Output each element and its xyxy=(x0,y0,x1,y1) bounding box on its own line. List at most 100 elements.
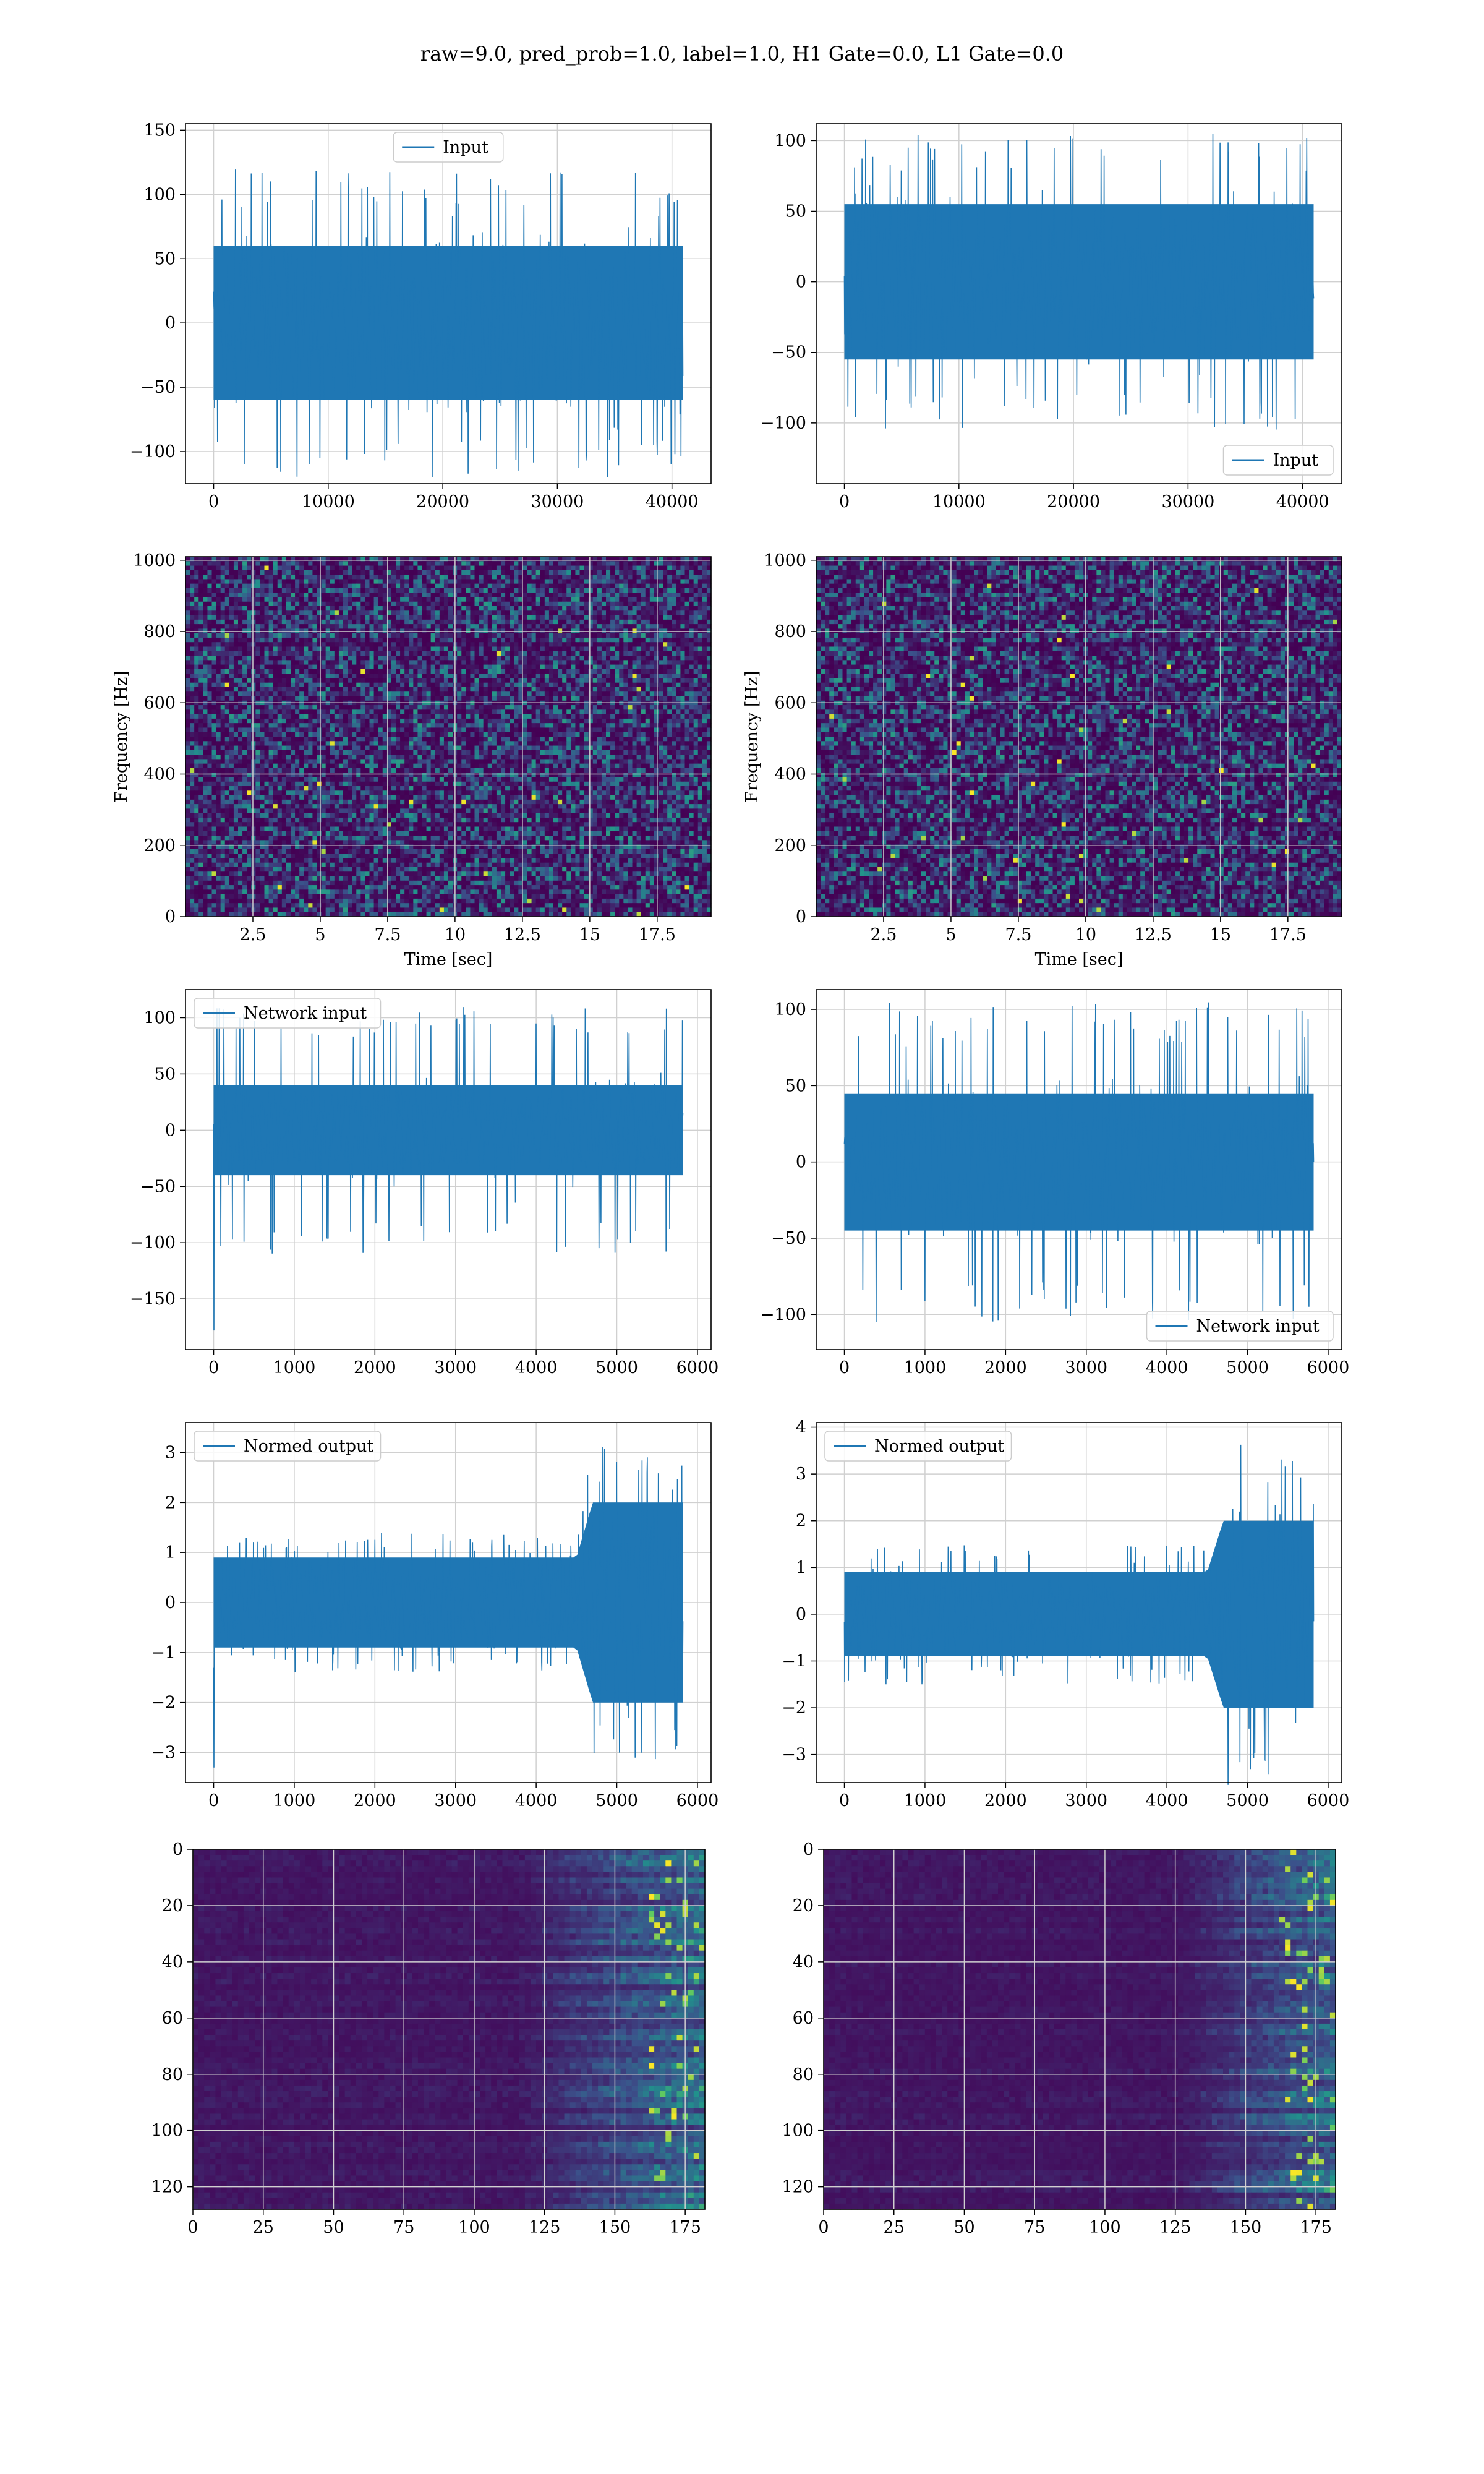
heatmap-cell xyxy=(484,691,488,696)
heatmap-cell xyxy=(615,683,620,688)
heatmap-cell xyxy=(522,566,527,571)
heatmap-cell xyxy=(291,727,296,732)
heatmap-cell xyxy=(255,624,260,629)
heatmap-cell xyxy=(383,705,388,710)
heatmap-cell xyxy=(448,696,453,701)
heatmap-cell xyxy=(553,584,558,589)
heatmap-cell xyxy=(221,665,226,670)
heatmap-cell xyxy=(422,723,427,728)
heatmap-cell xyxy=(514,647,519,652)
heatmap-cell xyxy=(484,705,488,710)
heatmap-cell xyxy=(431,691,436,696)
heatmap-cell xyxy=(562,696,567,701)
heatmap-cell xyxy=(654,737,659,742)
heatmap-cell xyxy=(278,561,283,566)
heatmap-cell xyxy=(295,669,300,674)
heatmap-cell xyxy=(615,696,620,701)
heatmap-cell xyxy=(365,651,370,656)
heatmap-cell xyxy=(593,597,598,602)
heatmap-cell xyxy=(335,691,339,696)
heatmap-cell xyxy=(580,642,585,647)
heatmap-cell xyxy=(672,696,676,701)
heatmap-cell xyxy=(646,665,650,670)
heatmap-cell xyxy=(628,610,633,615)
heatmap-cell xyxy=(255,723,260,728)
heatmap-cell xyxy=(672,633,676,638)
heatmap-cell xyxy=(286,696,291,701)
heatmap-cell xyxy=(417,575,422,580)
heatmap-cell xyxy=(308,683,313,688)
heatmap-cell xyxy=(497,714,501,719)
heatmap-cell xyxy=(286,620,291,625)
heatmap-cell xyxy=(628,557,633,562)
heatmap-cell xyxy=(562,691,567,696)
heatmap-cell xyxy=(365,723,370,728)
heatmap-cell xyxy=(501,719,506,724)
heatmap-cell xyxy=(427,602,432,607)
heatmap-cell xyxy=(352,561,357,566)
heatmap-cell xyxy=(194,570,199,575)
heatmap-cell xyxy=(356,638,361,643)
heatmap-cell xyxy=(186,737,190,742)
heatmap-cell xyxy=(672,566,676,571)
heatmap-cell xyxy=(659,683,663,688)
y-tick-label: 150 xyxy=(143,121,176,140)
heatmap-cell xyxy=(400,674,405,678)
heatmap-cell xyxy=(602,597,607,602)
heatmap-cell xyxy=(575,610,580,615)
heatmap-cell xyxy=(207,678,212,683)
heatmap-cell xyxy=(238,727,243,732)
heatmap-cell xyxy=(229,620,234,625)
heatmap-cell xyxy=(194,723,199,728)
heatmap-cell xyxy=(553,660,558,665)
legend: Input xyxy=(1224,445,1334,475)
heatmap-cell xyxy=(667,584,672,589)
heatmap-cell xyxy=(278,674,283,678)
heatmap-cell xyxy=(540,669,545,674)
heatmap-cell xyxy=(322,557,326,562)
heatmap-cell xyxy=(238,651,243,656)
heatmap-cell xyxy=(479,620,484,625)
heatmap-cell xyxy=(247,660,252,665)
heatmap-cell xyxy=(584,678,589,683)
heatmap-cell xyxy=(330,615,335,620)
heatmap-cell xyxy=(278,660,283,665)
heatmap-cell xyxy=(667,633,672,638)
heatmap-cell xyxy=(273,593,278,597)
heatmap-cell xyxy=(427,606,432,611)
heatmap-cell xyxy=(308,660,313,665)
heatmap-cell xyxy=(680,719,685,724)
heatmap-cell xyxy=(396,709,401,714)
heatmap-cell xyxy=(186,660,190,665)
heatmap-cell xyxy=(335,584,339,589)
heatmap-cell xyxy=(448,683,453,688)
heatmap-cell xyxy=(352,678,357,683)
heatmap-cell xyxy=(461,665,466,670)
heatmap-cell xyxy=(536,651,541,656)
heatmap-cell xyxy=(352,691,357,696)
heatmap-cell xyxy=(409,593,414,597)
heatmap-cell xyxy=(628,674,633,678)
heatmap-cell xyxy=(431,723,436,728)
heatmap-cell xyxy=(269,737,274,742)
heatmap-cell xyxy=(580,584,585,589)
heatmap-cell xyxy=(672,606,676,611)
heatmap-cell xyxy=(330,606,335,611)
heatmap-cell xyxy=(680,732,685,737)
heatmap-cell xyxy=(466,705,471,710)
heatmap-cell xyxy=(286,727,291,732)
heatmap-cell xyxy=(488,588,493,593)
heatmap-cell xyxy=(360,719,365,724)
heatmap-cell xyxy=(694,575,699,580)
heatmap-cell xyxy=(343,683,348,688)
heatmap-cell xyxy=(238,570,243,575)
heatmap-cell xyxy=(330,624,335,629)
heatmap-cell xyxy=(488,615,493,620)
heatmap-cell xyxy=(628,660,633,665)
heatmap-cell xyxy=(448,665,453,670)
heatmap-cell xyxy=(330,656,335,661)
heatmap-cell xyxy=(435,656,440,661)
heatmap-cell xyxy=(589,642,594,647)
heatmap-cell xyxy=(505,602,510,607)
heatmap-cell xyxy=(532,620,537,625)
